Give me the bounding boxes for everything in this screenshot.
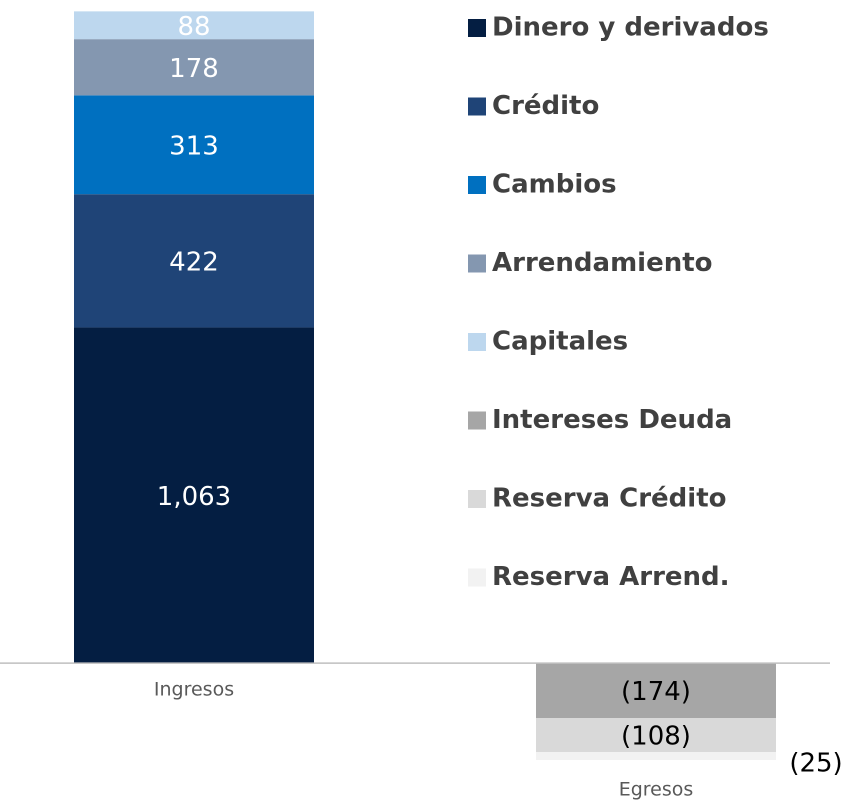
legend-label: Reserva Arrend. [492,562,730,592]
data-label: (174) [621,677,691,707]
x-tick-label: Egresos [619,779,694,801]
legend-swatch [468,19,486,37]
bar-segment [74,95,314,195]
data-label: 313 [169,131,219,161]
legend-swatch [468,176,486,194]
bar-segment [74,327,314,664]
data-label: 422 [169,247,219,277]
legend-swatch [468,333,486,351]
bar-segment [74,11,314,40]
data-label: (108) [621,722,691,752]
legend-label: Cambios [492,170,617,200]
bar-segment [536,752,776,761]
x-tick-label: Ingresos [154,679,234,701]
bar-segment [74,39,314,96]
legend-swatch [468,254,486,273]
legend-label: Reserva Crédito [492,484,726,514]
legend-label: Capitales [492,327,628,357]
legend-swatch [468,568,486,587]
data-label: (25) [789,749,842,779]
bar-segment [536,718,776,753]
data-label: 1,063 [157,482,231,512]
data-label: 178 [169,54,219,84]
legend-swatch [468,97,486,116]
legend-swatch [468,490,486,508]
data-label: 88 [177,12,210,42]
legend-label: Arrendamiento [492,248,713,278]
legend-label: Dinero y derivados [492,13,769,43]
legend-swatch [468,411,486,430]
legend-label: Intereses Deuda [492,405,732,435]
bar-segment [536,663,776,719]
bar-segment [74,194,314,328]
legend-label: Crédito [492,91,599,121]
